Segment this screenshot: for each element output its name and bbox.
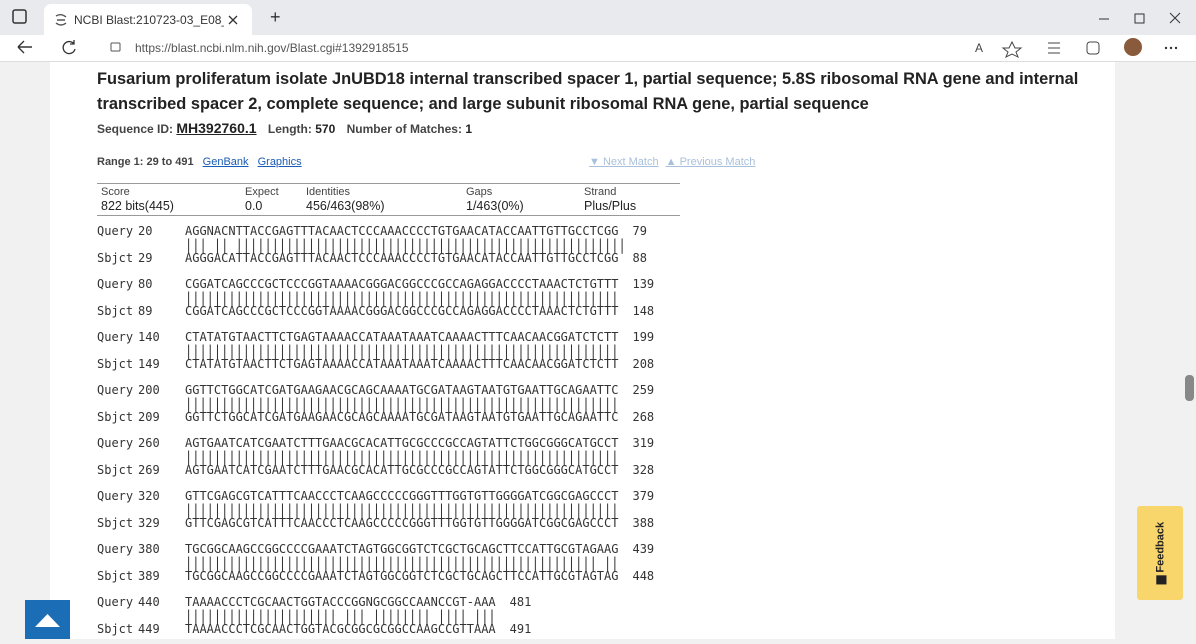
score-value: 1/463(0%) — [466, 199, 524, 213]
read-aloud[interactable]: A — [975, 41, 983, 55]
score-value: 456/463(98%) — [306, 199, 385, 213]
end-position: 319 — [632, 436, 654, 450]
close-tab[interactable] — [228, 15, 238, 25]
next-match[interactable]: ▼ Next Match — [589, 156, 659, 168]
hit-title: Fusarium proliferatum isolate JnUBD18 in… — [97, 67, 1092, 117]
tab-actions-icon[interactable] — [13, 10, 26, 23]
range-line: Range 1: 29 to 491 GenBank Graphics — [97, 156, 302, 168]
reload-button[interactable] — [63, 40, 75, 54]
range-label: Range 1: 29 to 491 — [97, 156, 194, 168]
up-arrow — [25, 600, 70, 639]
score-header: Strand — [584, 186, 616, 198]
profile[interactable] — [1124, 38, 1142, 56]
alignment-block: Query200GGTTCTGGCATCGATGAAGAACGCAGCAAAAT… — [97, 384, 654, 437]
restore[interactable] — [1135, 14, 1144, 23]
sequence-id-link[interactable]: MH392760.1 — [176, 120, 256, 136]
matches: 1 — [465, 122, 472, 136]
score-header: Gaps — [466, 186, 492, 198]
new-tab[interactable]: + — [270, 7, 281, 27]
menu[interactable] — [1165, 47, 1177, 49]
alignment-block: Query20AGGNACNTTACCGAGTTTACAACTCCCAAACCC… — [97, 225, 654, 278]
close-window[interactable] — [1170, 13, 1180, 23]
score-header: Score — [101, 186, 130, 198]
match-line: ||||||||||||||||||||| ||| |||||||| |||| … — [97, 608, 654, 625]
previous-match[interactable]: ▲ Previous Match — [666, 156, 756, 168]
sequence-info: Sequence ID: MH392760.1 Length: 570 Numb… — [97, 120, 480, 136]
genbank-link[interactable]: GenBank — [203, 156, 249, 168]
label: Number of Matches: — [347, 122, 462, 136]
end-position: 259 — [632, 383, 654, 397]
score-header: Expect — [245, 186, 279, 198]
match-line: ||||||||||||||||||||||||||||||||||||||||… — [97, 555, 654, 572]
page-content: Fusarium proliferatum isolate JnUBD18 in… — [50, 62, 1115, 639]
active-tab[interactable]: NCBI Blast:210723-03_E08_10_P2 — [44, 4, 252, 35]
match-line: ||||||||||||||||||||||||||||||||||||||||… — [97, 290, 654, 307]
scrollbar[interactable] — [1183, 62, 1196, 639]
back-button[interactable] — [18, 41, 32, 53]
match-line: ||||||||||||||||||||||||||||||||||||||||… — [97, 502, 654, 519]
match-line: ||| || |||||||||||||||||||||||||||||||||… — [97, 237, 654, 254]
alignment-block: Query260AGTGAATCATCGAATCTTTGAACGCACATTGC… — [97, 437, 654, 490]
match-nav: ▼ Next Match ▲ Previous Match — [589, 156, 755, 168]
score-value: Plus/Plus — [584, 199, 636, 213]
end-position: 79 — [632, 224, 646, 238]
label: Length: — [268, 122, 312, 136]
end-position: 199 — [632, 330, 654, 344]
score-value: 0.0 — [245, 199, 262, 213]
label: Sequence ID: — [97, 122, 173, 136]
match-line: ||||||||||||||||||||||||||||||||||||||||… — [97, 343, 654, 360]
end-position: 139 — [632, 277, 654, 291]
length: 570 — [315, 122, 335, 136]
collections[interactable] — [1087, 42, 1099, 54]
end-position: 481 — [510, 595, 532, 609]
score-value: 822 bits(445) — [101, 199, 174, 213]
tab-title: NCBI Blast:210723-03_E08_10_P2 — [74, 13, 224, 27]
feedback-text: Feedback — [1155, 522, 1167, 573]
alignment-block: Query140CTATATGTAACTTCTGAGTAAAACCATAAATA… — [97, 331, 654, 384]
favorites[interactable] — [1048, 43, 1060, 53]
graphics-link[interactable]: Graphics — [258, 156, 302, 168]
back-to-top[interactable] — [25, 600, 70, 639]
url[interactable]: https://blast.ncbi.nlm.nih.gov/Blast.cgi… — [135, 41, 409, 55]
score-header: Identities — [306, 186, 350, 198]
tab-bar: + NCBI Blast:210723-03_E08_10_P2 — [0, 0, 1196, 35]
end-position: 379 — [632, 489, 654, 503]
site-info[interactable] — [111, 43, 120, 51]
favorite[interactable] — [1003, 42, 1021, 57]
favicon — [54, 13, 68, 27]
scroll-thumb[interactable] — [1185, 375, 1194, 401]
match-line: ||||||||||||||||||||||||||||||||||||||||… — [97, 449, 654, 466]
browser-window: + NCBI Blast:210723-03_E08_10_P2 A https… — [0, 0, 1196, 639]
match-line: ||||||||||||||||||||||||||||||||||||||||… — [97, 396, 654, 413]
alignment-block: Query80CGGATCAGCCCGCTCCCGGTAAAACGGGACGGC… — [97, 278, 654, 331]
address-bar: A https://blast.ncbi.nlm.nih.gov/Blast.c… — [0, 35, 1196, 62]
feedback-button[interactable]: ▆ Feedback — [1137, 506, 1183, 600]
feedback-label: ▆ Feedback — [1154, 522, 1167, 584]
end-position: 439 — [632, 542, 654, 556]
